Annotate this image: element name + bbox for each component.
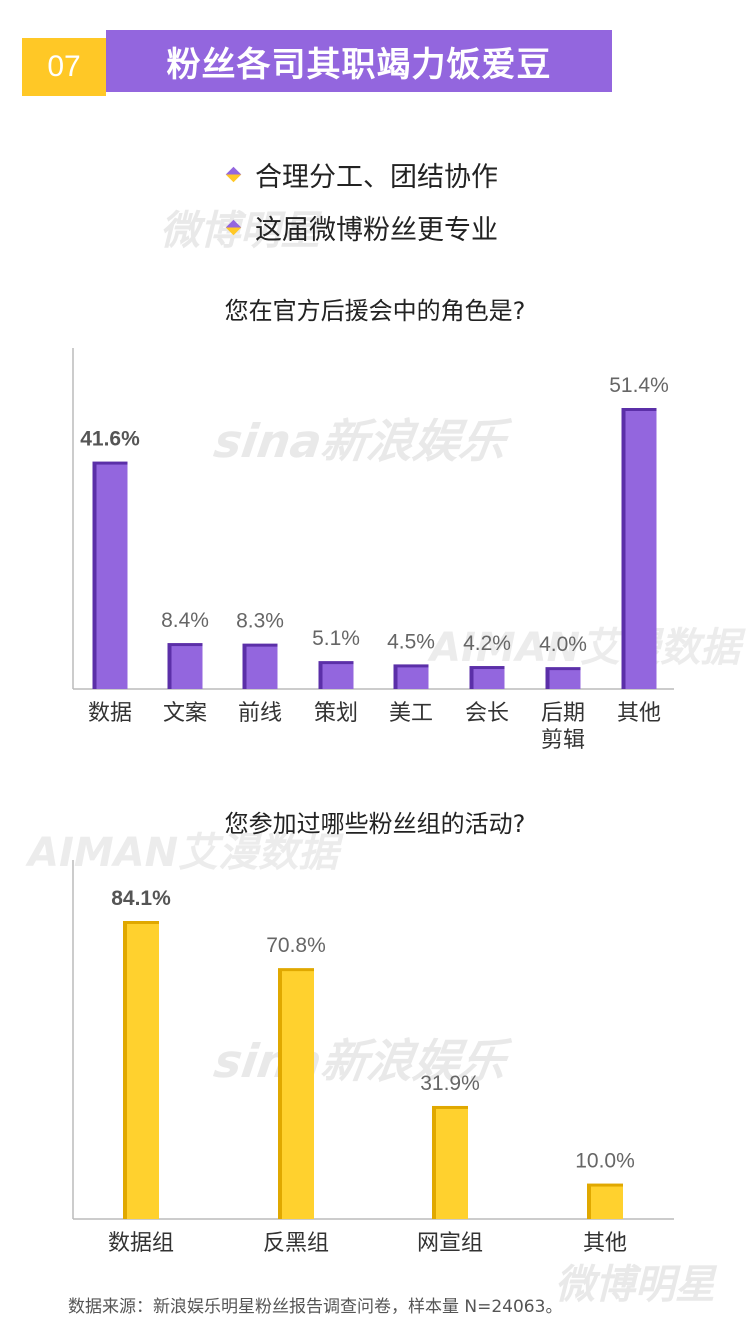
bar <box>246 646 278 689</box>
category-label: 剪辑 <box>541 728 585 753</box>
bar <box>397 667 429 689</box>
value-label: 8.3% <box>236 610 284 633</box>
section-title: 粉丝各司其职竭力饭爱豆 <box>106 30 612 92</box>
value-label: 5.1% <box>312 627 360 650</box>
category-label: 后期 <box>541 701 585 726</box>
value-label: 41.6% <box>80 428 140 451</box>
bar <box>625 411 657 689</box>
chart-title-activities: 您参加过哪些粉丝组的活动? <box>224 810 526 838</box>
category-label: 文案 <box>163 701 207 726</box>
value-label: 10.0% <box>575 1150 635 1173</box>
category-label: 反黑组 <box>263 1231 329 1256</box>
bullet-item: 这届微博粉丝更专业 <box>225 208 498 247</box>
value-label: 4.2% <box>463 632 511 655</box>
section-number: 07 <box>22 38 106 96</box>
value-label: 70.8% <box>266 934 326 957</box>
value-label: 51.4% <box>609 374 669 397</box>
category-label: 前线 <box>238 701 282 726</box>
value-label: 4.0% <box>539 633 587 656</box>
category-label: 网宣组 <box>417 1231 483 1256</box>
bar <box>322 664 354 689</box>
category-label: 数据组 <box>108 1231 174 1256</box>
category-label: 其他 <box>583 1231 627 1256</box>
value-label: 31.9% <box>420 1072 480 1095</box>
category-label: 其他 <box>617 701 661 726</box>
value-label: 4.5% <box>387 630 435 653</box>
activity-bar-chart: 84.1% 数据组 70.8% 反黑组 31.9% 网宣组 10.0% 其他 <box>72 860 674 1256</box>
bar <box>549 670 581 689</box>
bar <box>171 646 203 689</box>
bullet-text: 合理分工、团结协作 <box>255 162 498 193</box>
category-label: 数据 <box>88 701 132 726</box>
bar <box>96 464 128 689</box>
bar <box>591 1186 623 1219</box>
data-source-note: 数据来源：新浪娱乐明星粉丝报告调查问卷，样本量 N=24063。 <box>68 1297 563 1317</box>
bar <box>473 669 505 689</box>
bullet-item: 合理分工、团结协作 <box>225 155 498 194</box>
category-label: 美工 <box>389 701 433 726</box>
role-bar-chart: 41.6% 数据 8.4% 文案 8.3% 前线 5.1% 策划 4.5% 美工 4.2% 会长 4.0… <box>72 348 674 753</box>
value-label: 84.1% <box>111 887 171 910</box>
bar <box>282 971 314 1219</box>
bar <box>127 924 159 1219</box>
chart-title-roles: 您在官方后援会中的角色是? <box>224 297 526 325</box>
bar <box>436 1108 468 1219</box>
category-label: 策划 <box>314 701 358 726</box>
diamond-bullet-icon <box>225 219 242 236</box>
diamond-bullet-icon <box>225 166 242 183</box>
category-label: 会长 <box>465 701 509 726</box>
bullet-text: 这届微博粉丝更专业 <box>255 215 498 246</box>
value-label: 8.4% <box>161 609 209 632</box>
